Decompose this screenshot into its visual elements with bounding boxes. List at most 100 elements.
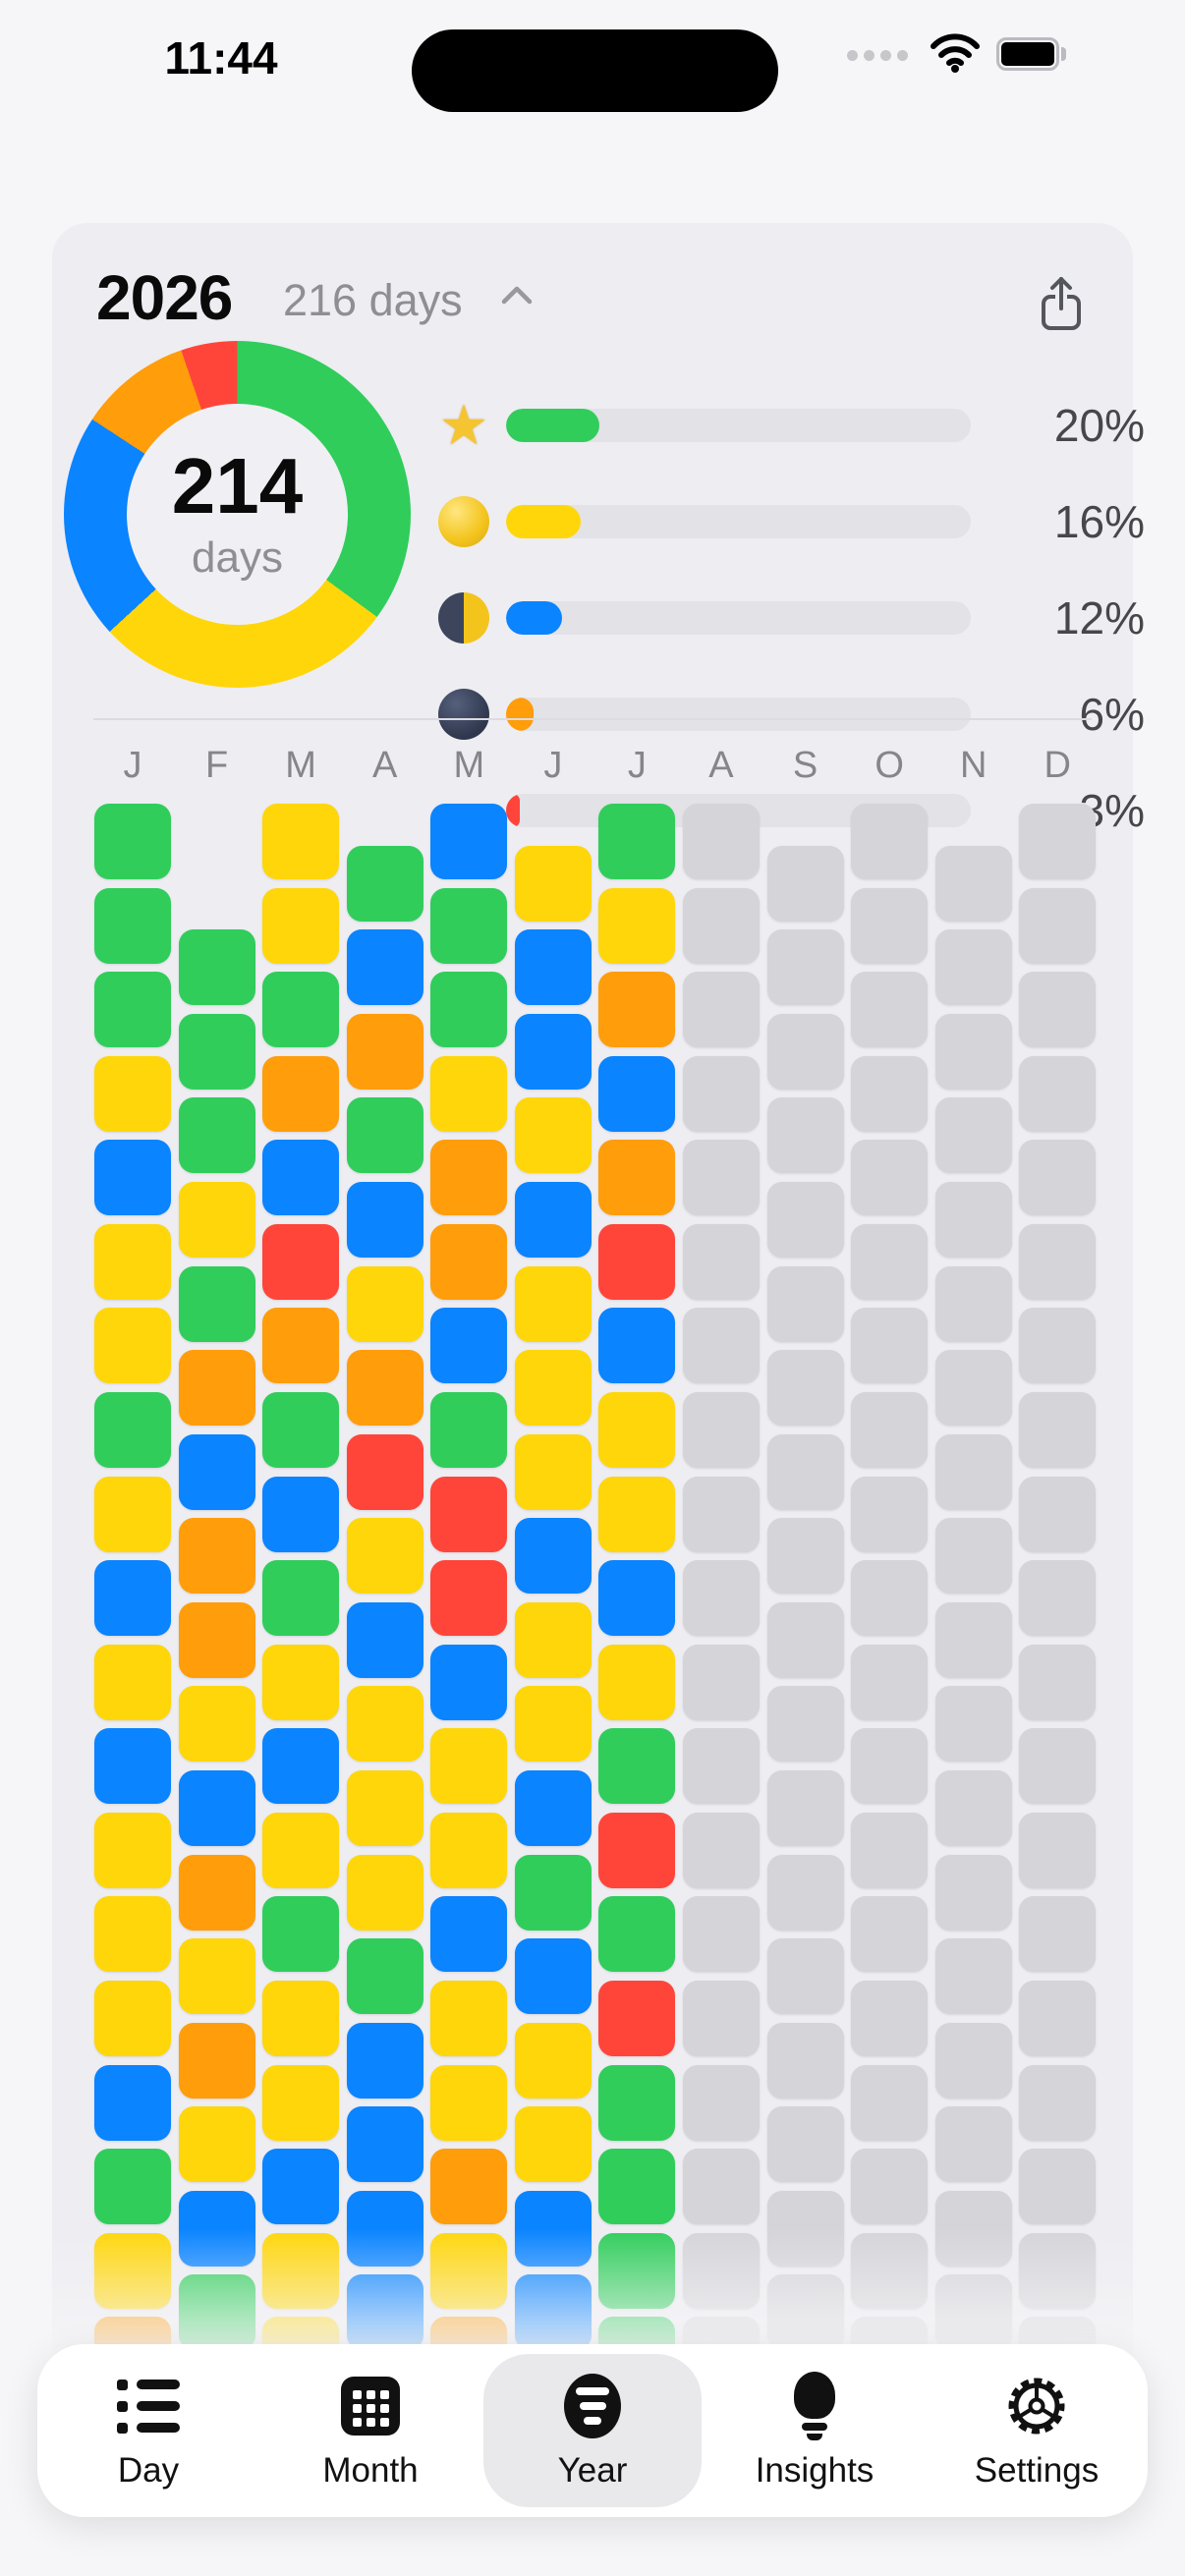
day-cell-august-1[interactable] bbox=[682, 804, 760, 879]
day-cell-october-2[interactable] bbox=[851, 887, 929, 964]
day-cell-february-10[interactable] bbox=[178, 1686, 255, 1763]
day-cell-december-2[interactable] bbox=[1019, 887, 1097, 964]
day-cell-may-6[interactable] bbox=[430, 1223, 508, 1300]
day-cell-march-17[interactable] bbox=[262, 2149, 340, 2225]
day-cell-october-1[interactable] bbox=[851, 804, 929, 879]
day-cell-october-16[interactable] bbox=[851, 2064, 929, 2141]
tab-month[interactable]: Month bbox=[259, 2344, 481, 2517]
day-cell-december-13[interactable] bbox=[1019, 1812, 1097, 1888]
day-cell-october-14[interactable] bbox=[851, 1896, 929, 1973]
day-cell-january-16[interactable] bbox=[94, 2064, 171, 2141]
day-cell-february-14[interactable] bbox=[178, 2022, 255, 2099]
day-cell-may-15[interactable] bbox=[430, 1980, 508, 2056]
day-cell-may-1[interactable] bbox=[430, 804, 508, 879]
day-cell-november-5[interactable] bbox=[934, 1182, 1012, 1259]
day-cell-june-10[interactable] bbox=[514, 1601, 592, 1678]
day-cell-february-15[interactable] bbox=[178, 2106, 255, 2183]
day-cell-july-15[interactable] bbox=[598, 1980, 676, 2056]
day-cell-november-8[interactable] bbox=[934, 1433, 1012, 1510]
day-cell-september-16[interactable] bbox=[766, 2106, 844, 2183]
day-cell-january-2[interactable] bbox=[94, 887, 171, 964]
day-cell-october-15[interactable] bbox=[851, 1980, 929, 2056]
day-cell-april-7[interactable] bbox=[346, 1350, 423, 1427]
day-cell-november-11[interactable] bbox=[934, 1686, 1012, 1763]
day-cell-august-13[interactable] bbox=[682, 1812, 760, 1888]
day-cell-january-15[interactable] bbox=[94, 1980, 171, 2056]
day-cell-june-8[interactable] bbox=[514, 1433, 592, 1510]
day-cell-july-13[interactable] bbox=[598, 1812, 676, 1888]
day-cell-october-5[interactable] bbox=[851, 1140, 929, 1216]
day-cell-august-10[interactable] bbox=[682, 1560, 760, 1637]
day-cell-december-6[interactable] bbox=[1019, 1223, 1097, 1300]
day-cell-march-12[interactable] bbox=[262, 1728, 340, 1805]
day-cell-may-3[interactable] bbox=[430, 972, 508, 1048]
day-cell-may-2[interactable] bbox=[430, 887, 508, 964]
day-cell-december-10[interactable] bbox=[1019, 1560, 1097, 1637]
tab-year[interactable]: Year bbox=[481, 2344, 704, 2517]
day-cell-july-2[interactable] bbox=[598, 887, 676, 964]
day-cell-june-12[interactable] bbox=[514, 1770, 592, 1847]
day-cell-july-5[interactable] bbox=[598, 1140, 676, 1216]
day-cell-march-14[interactable] bbox=[262, 1896, 340, 1973]
day-cell-july-1[interactable] bbox=[598, 804, 676, 879]
day-cell-april-3[interactable] bbox=[346, 1013, 423, 1090]
day-cell-march-9[interactable] bbox=[262, 1476, 340, 1552]
day-cell-january-17[interactable] bbox=[94, 2149, 171, 2225]
day-cell-june-4[interactable] bbox=[514, 1097, 592, 1174]
day-cell-december-1[interactable] bbox=[1019, 804, 1097, 879]
day-cell-september-9[interactable] bbox=[766, 1518, 844, 1595]
share-button[interactable] bbox=[1036, 275, 1087, 334]
day-cell-december-4[interactable] bbox=[1019, 1055, 1097, 1132]
day-cell-august-12[interactable] bbox=[682, 1728, 760, 1805]
day-cell-november-2[interactable] bbox=[934, 929, 1012, 1006]
day-cell-july-11[interactable] bbox=[598, 1644, 676, 1720]
day-cell-october-11[interactable] bbox=[851, 1644, 929, 1720]
day-cell-july-3[interactable] bbox=[598, 972, 676, 1048]
day-cell-june-11[interactable] bbox=[514, 1686, 592, 1763]
day-cell-may-9[interactable] bbox=[430, 1476, 508, 1552]
day-cell-september-8[interactable] bbox=[766, 1433, 844, 1510]
day-cell-march-3[interactable] bbox=[262, 972, 340, 1048]
day-cell-may-12[interactable] bbox=[430, 1728, 508, 1805]
day-cell-december-9[interactable] bbox=[1019, 1476, 1097, 1552]
day-cell-december-17[interactable] bbox=[1019, 2149, 1097, 2225]
day-cell-march-8[interactable] bbox=[262, 1391, 340, 1468]
day-cell-october-4[interactable] bbox=[851, 1055, 929, 1132]
day-cell-march-10[interactable] bbox=[262, 1560, 340, 1637]
day-cell-july-4[interactable] bbox=[598, 1055, 676, 1132]
day-cell-april-12[interactable] bbox=[346, 1770, 423, 1847]
day-cell-february-12[interactable] bbox=[178, 1854, 255, 1931]
day-cell-april-8[interactable] bbox=[346, 1433, 423, 1510]
day-cell-march-7[interactable] bbox=[262, 1308, 340, 1384]
day-cell-august-11[interactable] bbox=[682, 1644, 760, 1720]
day-cell-october-12[interactable] bbox=[851, 1728, 929, 1805]
day-cell-may-11[interactable] bbox=[430, 1644, 508, 1720]
day-cell-july-9[interactable] bbox=[598, 1476, 676, 1552]
day-cell-march-13[interactable] bbox=[262, 1812, 340, 1888]
day-cell-august-5[interactable] bbox=[682, 1140, 760, 1216]
day-cell-april-9[interactable] bbox=[346, 1518, 423, 1595]
day-cell-august-7[interactable] bbox=[682, 1308, 760, 1384]
day-cell-november-14[interactable] bbox=[934, 1938, 1012, 2015]
day-cell-january-10[interactable] bbox=[94, 1560, 171, 1637]
day-cell-december-7[interactable] bbox=[1019, 1308, 1097, 1384]
day-cell-october-3[interactable] bbox=[851, 972, 929, 1048]
day-cell-february-3[interactable] bbox=[178, 1097, 255, 1174]
day-cell-november-7[interactable] bbox=[934, 1350, 1012, 1427]
day-cell-april-11[interactable] bbox=[346, 1686, 423, 1763]
day-cell-september-4[interactable] bbox=[766, 1097, 844, 1174]
tab-settings[interactable]: Settings bbox=[926, 2344, 1148, 2517]
day-cell-march-5[interactable] bbox=[262, 1140, 340, 1216]
day-cell-june-15[interactable] bbox=[514, 2022, 592, 2099]
day-cell-may-17[interactable] bbox=[430, 2149, 508, 2225]
day-cell-november-4[interactable] bbox=[934, 1097, 1012, 1174]
day-cell-november-1[interactable] bbox=[934, 845, 1012, 922]
day-cell-august-4[interactable] bbox=[682, 1055, 760, 1132]
day-cell-february-6[interactable] bbox=[178, 1350, 255, 1427]
day-cell-august-9[interactable] bbox=[682, 1476, 760, 1552]
day-cell-november-9[interactable] bbox=[934, 1518, 1012, 1595]
day-cell-december-11[interactable] bbox=[1019, 1644, 1097, 1720]
day-cell-september-1[interactable] bbox=[766, 845, 844, 922]
day-cell-may-16[interactable] bbox=[430, 2064, 508, 2141]
day-cell-september-6[interactable] bbox=[766, 1265, 844, 1342]
